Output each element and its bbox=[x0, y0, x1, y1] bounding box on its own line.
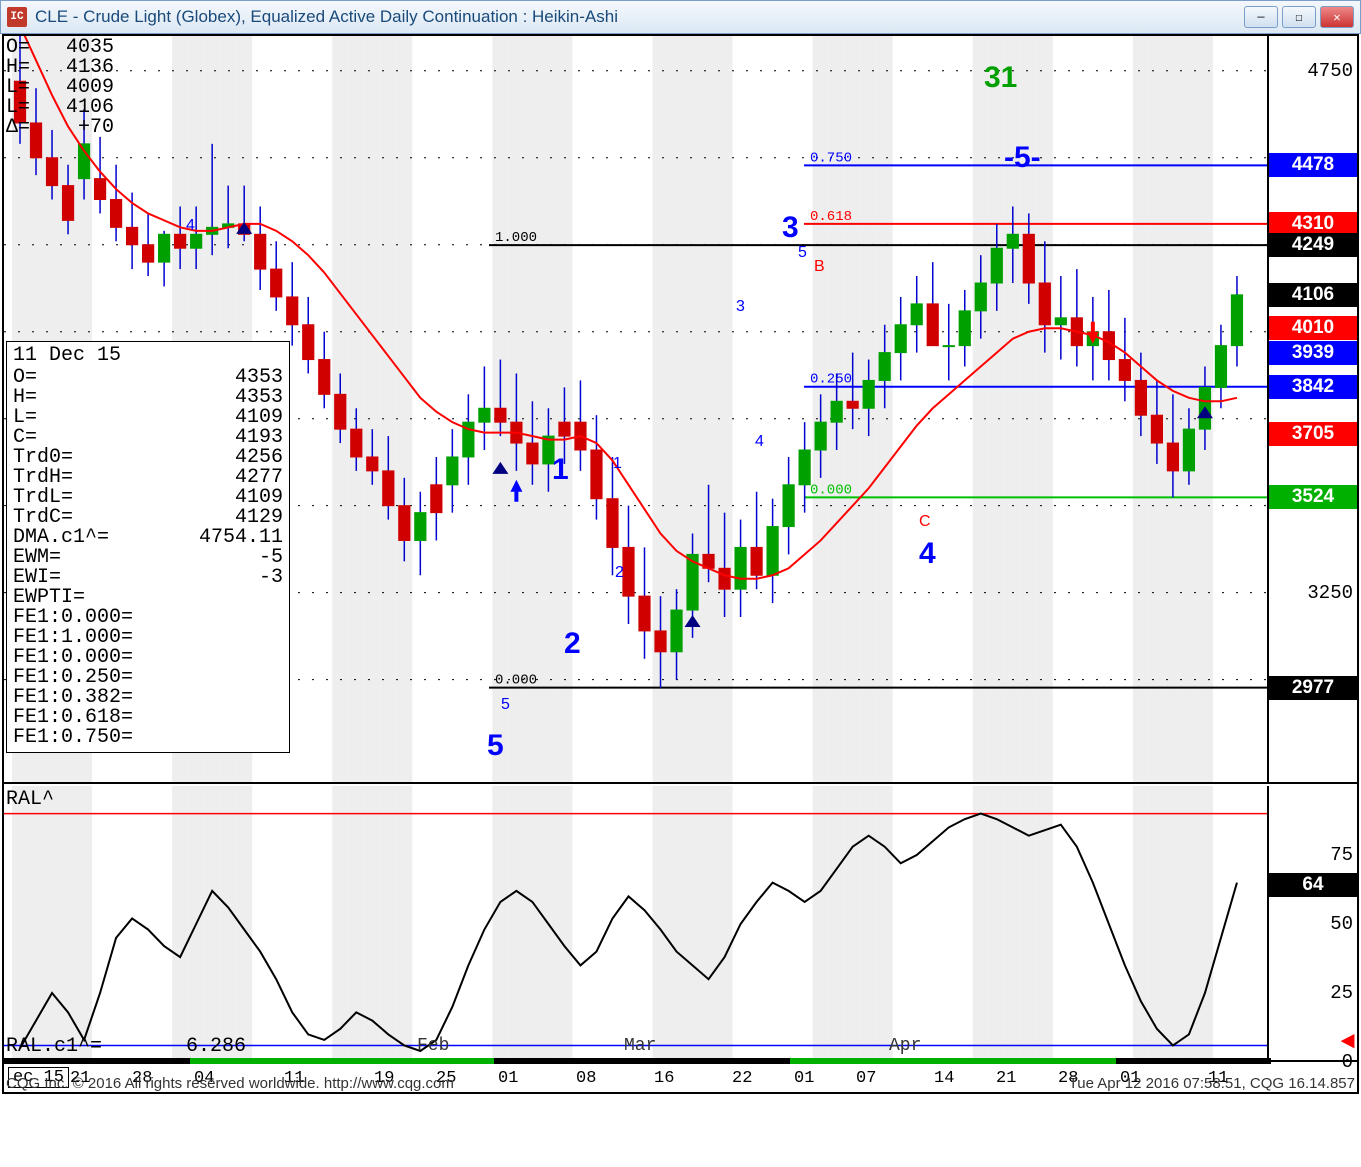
ohlc-overlay: O= 4035 H= 4136 L= 4009 L= 4106 Δ= +70 bbox=[6, 38, 114, 138]
wave-sublabel: 4 bbox=[755, 433, 764, 451]
close-button[interactable]: ✕ bbox=[1320, 6, 1354, 28]
wave-sublabel: 5 bbox=[501, 696, 510, 714]
wave-sublabel: B bbox=[814, 258, 825, 276]
svg-text:0.618: 0.618 bbox=[810, 209, 852, 225]
wave-label: -5- bbox=[1004, 141, 1041, 175]
svg-text:0.000: 0.000 bbox=[495, 673, 537, 689]
chart-container: 0.750 0.618 1.000 0.250 0.000 0.000 O= 4035 H… bbox=[2, 34, 1359, 1094]
indicator-name: RAL^ bbox=[6, 788, 54, 811]
wave-sublabel: 2 bbox=[615, 564, 624, 582]
svg-text:1.000: 1.000 bbox=[495, 230, 537, 246]
wave-label: 4 bbox=[919, 537, 936, 571]
main-plot[interactable]: 0.750 0.618 1.000 0.250 0.000 0.000 O= 4035 H… bbox=[4, 36, 1267, 782]
timestamp-text: Tue Apr 12 2016 07:58:51, CQG 16.14.857 bbox=[1069, 1075, 1355, 1092]
svg-text:0.000: 0.000 bbox=[810, 482, 852, 498]
svg-text:0.250: 0.250 bbox=[810, 372, 852, 388]
chart-window: IC CLE - Crude Light (Globex), Equalized… bbox=[0, 0, 1361, 1094]
wave-label: 31 bbox=[984, 61, 1017, 95]
wave-sublabel: 5 bbox=[798, 244, 807, 262]
indicator-panel[interactable]: RAL^ RAL.c1^= 6.286 755025064 bbox=[4, 786, 1357, 1062]
indicator-yaxis: 755025064 bbox=[1267, 786, 1357, 1060]
wave-label: 2 bbox=[564, 627, 581, 661]
titlebar[interactable]: IC CLE - Crude Light (Globex), Equalized… bbox=[0, 0, 1361, 34]
wave-sublabel: 3 bbox=[736, 298, 745, 316]
wave-sublabel: 4 bbox=[186, 217, 195, 235]
window-title: CLE - Crude Light (Globex), Equalized Ac… bbox=[35, 7, 1244, 27]
statusbar: CQG Inc. © 2016 All rights reserved worl… bbox=[6, 1075, 1355, 1092]
app-icon: IC bbox=[7, 7, 27, 27]
maximize-button[interactable]: ☐ bbox=[1282, 6, 1316, 28]
wave-sublabel: C bbox=[919, 513, 931, 531]
wave-label: 1 bbox=[552, 453, 569, 487]
crosshair-databox: 11 Dec 15 O=4353H=4353L=4109C=4193Trd0=4… bbox=[6, 341, 290, 753]
main-yaxis: 4750325044784310424941064010393938423705… bbox=[1267, 36, 1357, 782]
indicator-plot[interactable]: RAL^ RAL.c1^= 6.286 bbox=[4, 786, 1267, 1060]
wave-label: 3 bbox=[782, 211, 799, 245]
wave-label: 5 bbox=[487, 729, 504, 763]
wave-sublabel: 1 bbox=[613, 455, 622, 473]
copyright-text: CQG Inc. © 2016 All rights reserved worl… bbox=[6, 1075, 454, 1092]
main-price-chart[interactable]: 0.750 0.618 1.000 0.250 0.000 0.000 O= 4035 H… bbox=[4, 36, 1357, 784]
scroll-right-arrow[interactable]: ◄ bbox=[1341, 1029, 1355, 1056]
svg-text:0.750: 0.750 bbox=[810, 150, 852, 166]
indicator-value: RAL.c1^= 6.286 bbox=[6, 1035, 246, 1058]
minimize-button[interactable]: — bbox=[1244, 6, 1278, 28]
